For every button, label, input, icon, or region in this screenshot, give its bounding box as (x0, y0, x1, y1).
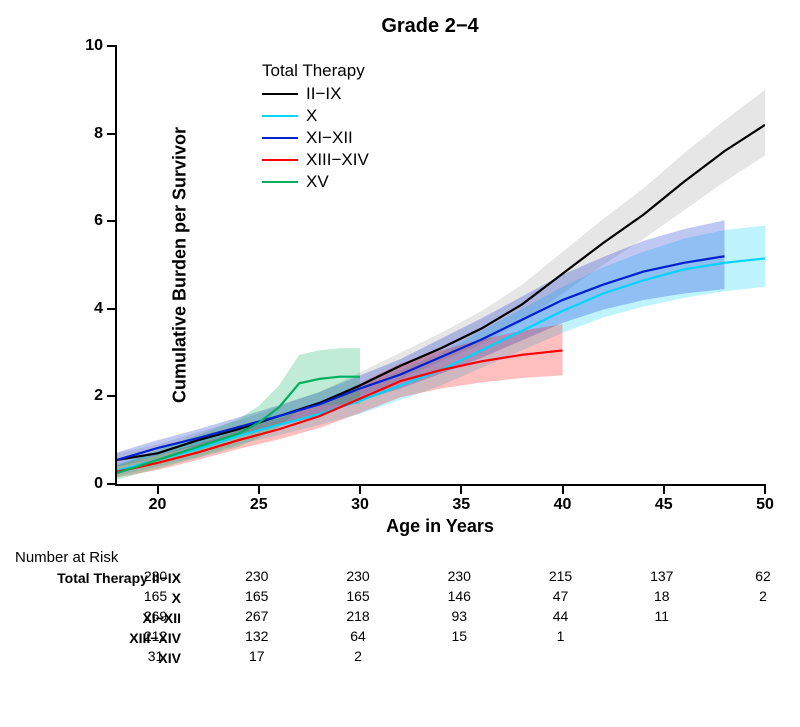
legend-label: XI−XII (306, 128, 353, 148)
risk-cells: 21213264151 (185, 628, 785, 648)
risk-cell: 165 (245, 588, 268, 604)
y-tick (107, 220, 117, 222)
x-tick (157, 484, 159, 494)
risk-cell: 218 (346, 608, 369, 624)
y-tick-label: 6 (75, 212, 103, 230)
risk-table-title: Number at Risk (15, 549, 785, 566)
x-tick-label: 30 (351, 496, 369, 514)
x-tick-label: 25 (250, 496, 268, 514)
risk-cell: 212 (144, 628, 167, 644)
x-tick (562, 484, 564, 494)
x-axis-label: Age in Years (115, 516, 765, 537)
chart-container: Grade 2−4 Cumulative Burden per Survivor… (15, 15, 785, 668)
risk-cell: 215 (549, 568, 572, 584)
risk-cell: 18 (654, 588, 670, 604)
y-tick-label: 4 (75, 300, 103, 318)
legend-swatch (262, 137, 298, 139)
plot-svg (117, 46, 765, 484)
risk-cells: 31172 (185, 648, 785, 668)
risk-cell: 64 (350, 628, 366, 644)
risk-cell: 2 (354, 648, 362, 664)
y-tick-label: 10 (75, 37, 103, 55)
risk-cell: 11 (654, 608, 669, 624)
risk-cells: 23023023023021513762 (185, 568, 785, 588)
risk-table: Number at Risk Total Therapy II−IX230230… (15, 549, 785, 668)
y-tick (107, 395, 117, 397)
legend-item: XIII−XIV (262, 149, 369, 171)
risk-cells: 269267218934411 (185, 608, 785, 628)
risk-cell: 230 (245, 568, 268, 584)
risk-cell: 17 (249, 648, 265, 664)
risk-cell: 137 (650, 568, 673, 584)
risk-cell: 267 (245, 608, 268, 624)
chart-title: Grade 2−4 (75, 15, 785, 38)
legend-item: II−IX (262, 83, 369, 105)
risk-cell: 93 (451, 608, 467, 624)
risk-row: Total Therapy II−IX23023023023021513762 (15, 568, 785, 588)
y-tick-label: 0 (75, 475, 103, 493)
risk-row: XIII−XIV21213264151 (15, 628, 785, 648)
legend-title: Total Therapy (262, 61, 369, 81)
legend-swatch (262, 159, 298, 161)
legend-swatch (262, 93, 298, 95)
risk-cell: 165 (144, 588, 167, 604)
risk-cell: 165 (346, 588, 369, 604)
legend-swatch (262, 181, 298, 183)
risk-cell: 230 (448, 568, 471, 584)
risk-cell: 230 (346, 568, 369, 584)
risk-row: XI−XII269267218934411 (15, 608, 785, 628)
y-tick (107, 308, 117, 310)
risk-cell: 15 (451, 628, 467, 644)
y-tick (107, 45, 117, 47)
y-tick-label: 2 (75, 387, 103, 405)
x-tick (359, 484, 361, 494)
x-tick (460, 484, 462, 494)
x-tick (764, 484, 766, 494)
legend-item: XV (262, 171, 369, 193)
x-tick-label: 20 (149, 496, 167, 514)
plot-area: Cumulative Burden per Survivor Total The… (115, 46, 765, 486)
x-tick-label: 35 (452, 496, 470, 514)
x-tick (258, 484, 260, 494)
risk-cell: 62 (755, 568, 771, 584)
legend-label: X (306, 106, 317, 126)
y-tick (107, 483, 117, 485)
legend-label: II−IX (306, 84, 341, 104)
legend: Total Therapy II−IXXXI−XIIXIII−XIVXV (262, 61, 369, 193)
risk-cell: 2 (759, 588, 767, 604)
x-tick (663, 484, 665, 494)
risk-row: XIV31172 (15, 648, 785, 668)
y-tick-label: 8 (75, 125, 103, 143)
risk-cell: 269 (144, 608, 167, 624)
risk-cell: 1 (557, 628, 565, 644)
risk-cell: 146 (448, 588, 471, 604)
legend-swatch (262, 115, 298, 117)
legend-label: XV (306, 172, 329, 192)
risk-row: X16516516514647182 (15, 588, 785, 608)
risk-cell: 31 (148, 648, 164, 664)
x-tick-label: 50 (756, 496, 774, 514)
risk-cell: 132 (245, 628, 268, 644)
x-tick-label: 45 (655, 496, 673, 514)
legend-item: XI−XII (262, 127, 369, 149)
risk-cell: 230 (144, 568, 167, 584)
risk-cell: 47 (553, 588, 569, 604)
y-tick (107, 133, 117, 135)
x-tick-label: 40 (554, 496, 572, 514)
legend-item: X (262, 105, 369, 127)
legend-label: XIII−XIV (306, 150, 369, 170)
risk-cell: 44 (553, 608, 569, 624)
risk-cells: 16516516514647182 (185, 588, 785, 608)
